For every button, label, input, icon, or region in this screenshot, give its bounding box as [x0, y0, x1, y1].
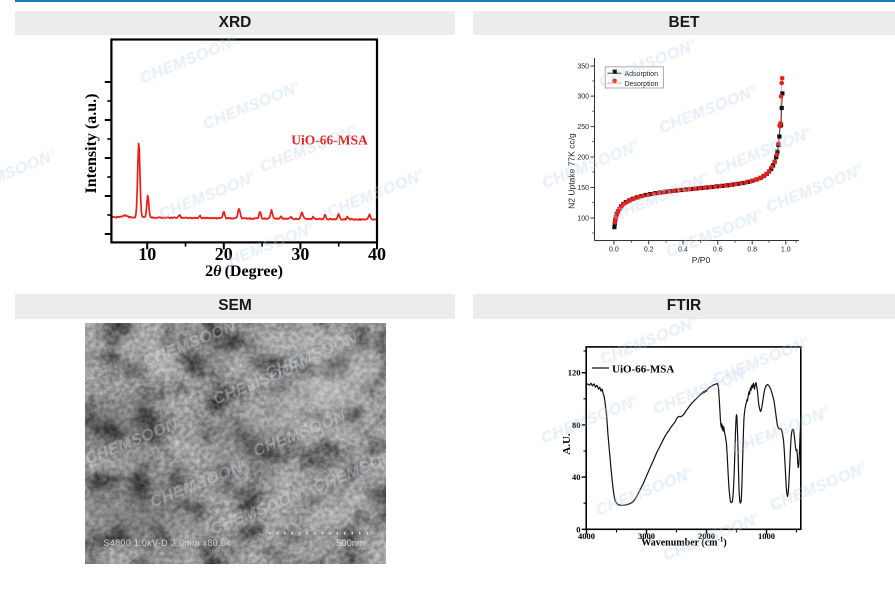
svg-text:0.6: 0.6 — [713, 247, 723, 254]
svg-text:350: 350 — [577, 64, 589, 71]
svg-text:UiO-66-MSA: UiO-66-MSA — [291, 133, 368, 148]
svg-text:80: 80 — [572, 420, 581, 430]
svg-text:250: 250 — [577, 124, 589, 131]
svg-text:0.0: 0.0 — [609, 247, 619, 254]
svg-text:2000: 2000 — [698, 531, 715, 541]
svg-text:150: 150 — [577, 185, 589, 192]
svg-text:300: 300 — [577, 94, 589, 101]
svg-text:120: 120 — [568, 368, 581, 378]
svg-text:UiO-66-MSA: UiO-66-MSA — [612, 364, 674, 376]
svg-text:Adsorption: Adsorption — [625, 71, 659, 78]
svg-text:A.U.: A.U. — [561, 433, 573, 455]
svg-text:30: 30 — [291, 244, 309, 264]
svg-text:20: 20 — [215, 244, 233, 264]
svg-text:N2 Uptake 77K cc/g: N2 Uptake 77K cc/g — [567, 133, 577, 209]
svg-text:Desorption: Desorption — [625, 81, 659, 88]
svg-text:10: 10 — [138, 244, 156, 264]
svg-text:1000: 1000 — [758, 531, 775, 541]
svg-text:0: 0 — [576, 524, 580, 534]
svg-text:4000: 4000 — [578, 531, 595, 541]
svg-text:3000: 3000 — [638, 531, 655, 541]
svg-text:200: 200 — [577, 155, 589, 162]
svg-text:40: 40 — [572, 472, 581, 482]
svg-text:1.0: 1.0 — [781, 247, 791, 254]
svg-text:2θ (Degree): 2θ (Degree) — [205, 263, 283, 280]
svg-text:40: 40 — [368, 244, 386, 264]
svg-text:0.8: 0.8 — [747, 247, 757, 254]
svg-text:P/P0: P/P0 — [692, 255, 711, 265]
svg-text:0.4: 0.4 — [678, 247, 688, 254]
svg-text:500nm: 500nm — [336, 538, 365, 549]
svg-text:0.2: 0.2 — [644, 247, 654, 254]
svg-text:Wavenumber (cm-1): Wavenumber (cm-1) — [641, 536, 726, 549]
svg-text:100: 100 — [577, 216, 589, 223]
svg-text:Intensity (a.u.): Intensity (a.u.) — [83, 93, 100, 193]
svg-text:S4800 1.0kV-D 3.0mm x80.0k: S4800 1.0kV-D 3.0mm x80.0k — [104, 538, 232, 548]
